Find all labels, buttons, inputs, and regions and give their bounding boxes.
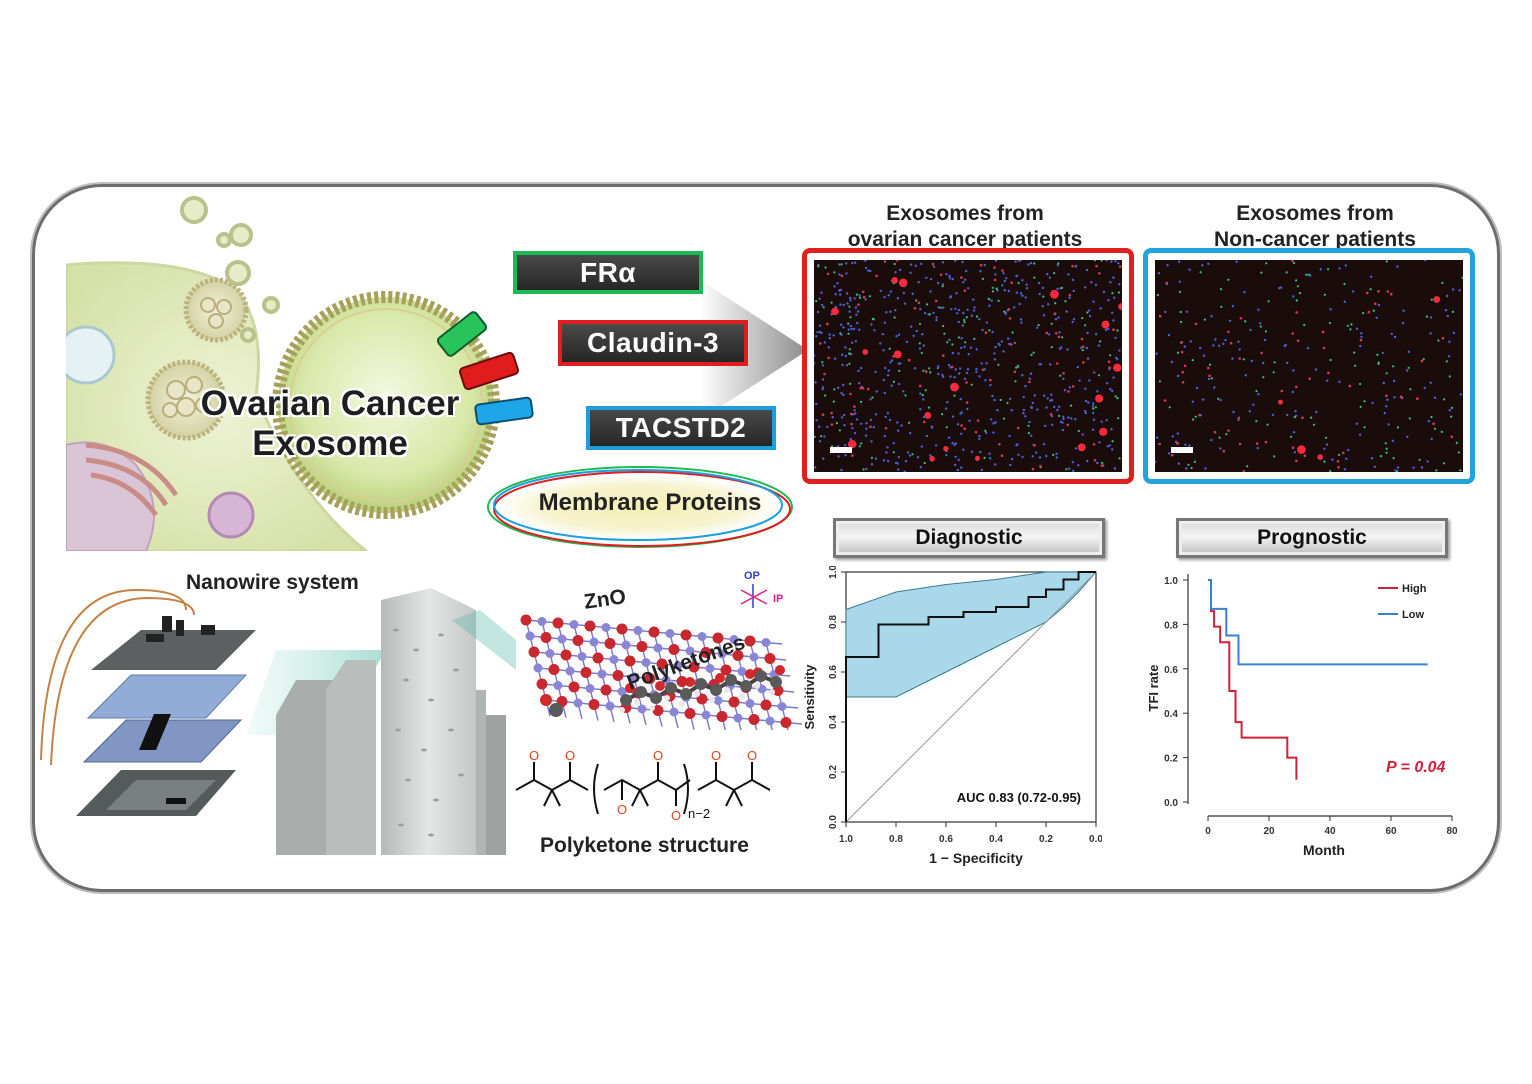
noncancer-title-line1: Exosomes from (1236, 202, 1394, 225)
roc-ytick-label: 0.2 (828, 765, 839, 779)
km-ytick-label: 0.8 (1164, 620, 1178, 631)
cancer-panel-title: Exosomes from ovarian cancer patients (820, 201, 1110, 253)
figure-frame (32, 184, 1500, 892)
axis-icon (740, 584, 768, 608)
exosome-title: Ovarian Cancer Exosome (190, 384, 470, 464)
prognostic-km-chart: 0 20 40 60 80 0.0 0.2 0.4 0.6 0.8 1.0 High Low P =… (1146, 574, 1458, 858)
scale-bar (1171, 447, 1193, 453)
prognostic-plaque: Prognostic (1176, 518, 1448, 558)
km-ylabel: TFI rate (1146, 665, 1161, 712)
svg-text:O: O (747, 748, 757, 763)
op-label: OP (744, 570, 760, 582)
legend-low-label: Low (1402, 609, 1424, 621)
km-ytick-label: 0.2 (1164, 754, 1178, 765)
membrane-ellipses (487, 466, 793, 548)
svg-text:O: O (653, 748, 663, 763)
km-legend: High Low (1378, 583, 1427, 621)
p-value-annotation: P = 0.04 (1386, 759, 1446, 776)
ip-label: IP (773, 593, 784, 605)
noncancer-microscopy-image (1155, 260, 1463, 472)
exosome-title-line2: Exosome (252, 424, 408, 463)
cancer-title-line2: ovarian cancer patients (847, 228, 1083, 251)
roc-xtick-label: 0.4 (989, 834, 1003, 845)
subscript-label: n−2 (688, 806, 710, 821)
roc-curve (845, 571, 1096, 822)
km-xtick-label: 40 (1324, 826, 1336, 837)
auc-annotation: AUC 0.83 (0.72-0.95) (957, 790, 1081, 805)
svg-text:O: O (617, 802, 627, 817)
noncancer-microscopy-panel (1143, 248, 1475, 484)
km-xtick-label: 20 (1263, 826, 1275, 837)
km-ytick-label: 0.4 (1164, 709, 1178, 720)
marker-claudin-3: Claudin-3 (558, 320, 748, 366)
zno-lattice (520, 614, 802, 730)
km-xlabel: Month (1303, 842, 1345, 858)
roc-xtick-label: 0.6 (939, 834, 953, 845)
cancer-microscopy-image (814, 260, 1122, 472)
roc-ytick-label: 0.0 (828, 815, 839, 829)
membrane-proteins-label: Membrane Proteins (538, 489, 762, 516)
roc-ylabel: Sensitivity (802, 664, 817, 730)
km-series-high (1208, 579, 1298, 780)
roc-xtick-label: 0.2 (1039, 834, 1053, 845)
arrow-shape (700, 280, 808, 420)
roc-ytick-label: 0.4 (828, 715, 839, 729)
confidence-band (845, 571, 1098, 698)
roc-xtick-label: 0.8 (889, 834, 903, 845)
reference-line (845, 571, 1097, 823)
marker-tacstd2: TACSTD2 (586, 406, 776, 450)
km-ytick-label: 1.0 (1164, 576, 1178, 587)
diagnostic-plaque: Diagnostic (833, 518, 1105, 558)
roc-xlabel: 1 − Specificity (929, 850, 1023, 866)
km-xtick-label: 60 (1385, 826, 1397, 837)
polyketone-structure: O O O O O O O n−2 (515, 748, 771, 823)
cell-illustration (66, 196, 534, 551)
roc-ytick-label: 0.6 (828, 665, 839, 679)
exosome-title-line1: Ovarian Cancer (200, 384, 460, 423)
diagnostic-roc-chart: 1.0 0.8 0.6 0.4 0.2 0.0 0.0 0.2 0.4 0.6 0.8 1.0 AUC… (802, 566, 1102, 866)
polyketone-structure-label: Polyketone structure (540, 834, 749, 857)
roc-xtick-label: 0.0 (1089, 834, 1102, 845)
km-ytick-label: 0.0 (1164, 798, 1178, 809)
cancer-microscopy-panel (802, 248, 1134, 484)
km-xtick-label: 80 (1446, 826, 1458, 837)
cancer-title-line1: Exosomes from (886, 202, 1044, 225)
svg-text:O: O (529, 748, 539, 763)
noncancer-panel-title: Exosomes from Non-cancer patients (1170, 201, 1460, 253)
svg-text:O: O (671, 808, 681, 823)
roc-ytick-label: 0.8 (828, 615, 839, 629)
km-ytick-label: 0.6 (1164, 665, 1178, 676)
marker-fra: FRα (513, 251, 703, 294)
roc-xtick-label: 1.0 (839, 834, 853, 845)
nanowire-title: Nanowire system (186, 571, 359, 594)
nanowire-illustration (40, 588, 516, 855)
svg-text:O: O (565, 748, 575, 763)
roc-ytick-label: 1.0 (828, 566, 839, 579)
scale-bar (830, 447, 852, 453)
km-series-low (1208, 579, 1428, 666)
svg-text:O: O (711, 748, 721, 763)
noncancer-title-line2: Non-cancer patients (1214, 228, 1416, 251)
legend-high-label: High (1402, 583, 1427, 595)
km-xtick-label: 0 (1205, 826, 1211, 837)
